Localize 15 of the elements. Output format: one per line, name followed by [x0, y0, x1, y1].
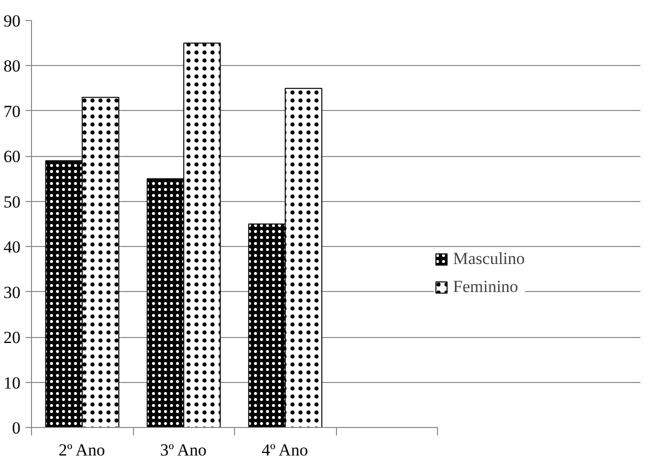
y-tick-label: 0 [12, 418, 20, 438]
y-tick-label: 30 [4, 282, 20, 302]
y-tick-label: 70 [4, 102, 20, 121]
legend-label: Masculino [453, 249, 525, 269]
x-tick-label: 3º Ano [160, 440, 206, 460]
y-tick-label: 10 [4, 373, 20, 392]
x-tick-label: 4º Ano [262, 440, 308, 460]
y-tick-label: 80 [4, 56, 20, 76]
legend-label: Feminino [453, 277, 518, 297]
y-tick-label: 40 [4, 238, 20, 257]
y-tick-label: 60 [4, 147, 20, 166]
y-tick-label: 90 [4, 12, 20, 30]
y-tick-label: 20 [4, 328, 20, 348]
x-tick-label: 2º Ano [58, 440, 105, 460]
y-tick-label: 50 [4, 192, 20, 212]
